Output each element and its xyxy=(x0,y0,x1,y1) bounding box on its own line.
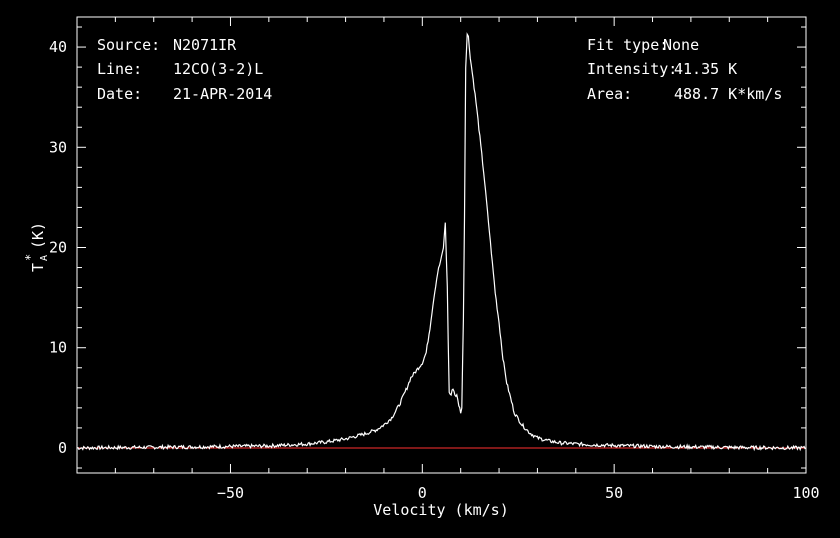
info-left: Source: N2071IR Line: 12CO(3-2)L Date: 2… xyxy=(97,36,272,103)
x-tick-label: 0 xyxy=(418,484,427,502)
y-tick-label: 0 xyxy=(58,439,67,457)
axis-tick-labels: 0 10 20 30 40 −50 0 50 100 xyxy=(49,38,820,502)
info-left-value-date: 21-APR-2014 xyxy=(173,85,272,103)
info-right-key-area: Area: xyxy=(587,85,632,103)
info-right-value-area: 488.7 K*km/s xyxy=(674,85,782,103)
info-right-value-fit-type: None xyxy=(663,36,699,54)
info-right-key-intensity: Intensity: xyxy=(587,60,677,78)
info-right-value-intensity: 41.35 K xyxy=(674,60,737,78)
info-left-key-source: Source: xyxy=(97,36,160,54)
plot-frame xyxy=(76,16,807,474)
info-left-key-line: Line: xyxy=(97,60,142,78)
y-axis-label: T A * (K) xyxy=(23,222,50,272)
x-tick-label: −50 xyxy=(217,484,244,502)
x-tick-label: 50 xyxy=(605,484,623,502)
x-axis-label: Velocity (km/s) xyxy=(373,501,508,519)
y-tick-label: 10 xyxy=(49,339,67,357)
y-tick-label: 40 xyxy=(49,38,67,56)
y-tick-label: 30 xyxy=(49,138,67,156)
spectrum-line xyxy=(76,32,807,452)
info-right: Fit type: None Intensity: 41.35 K Area: … xyxy=(587,36,782,103)
y-axis-label-sup: * xyxy=(23,254,37,261)
x-tick-label: 100 xyxy=(792,484,819,502)
info-left-key-date: Date: xyxy=(97,85,142,103)
y-tick-label: 20 xyxy=(49,239,67,257)
info-left-value-source: N2071IR xyxy=(173,36,237,54)
y-axis-label-sub: A xyxy=(39,255,50,261)
y-axis-label-main: T xyxy=(29,263,47,272)
info-right-key-fit-type: Fit type: xyxy=(587,36,668,54)
info-left-value-line: 12CO(3-2)L xyxy=(173,60,263,78)
y-axis-label-unit: (K) xyxy=(29,222,47,249)
